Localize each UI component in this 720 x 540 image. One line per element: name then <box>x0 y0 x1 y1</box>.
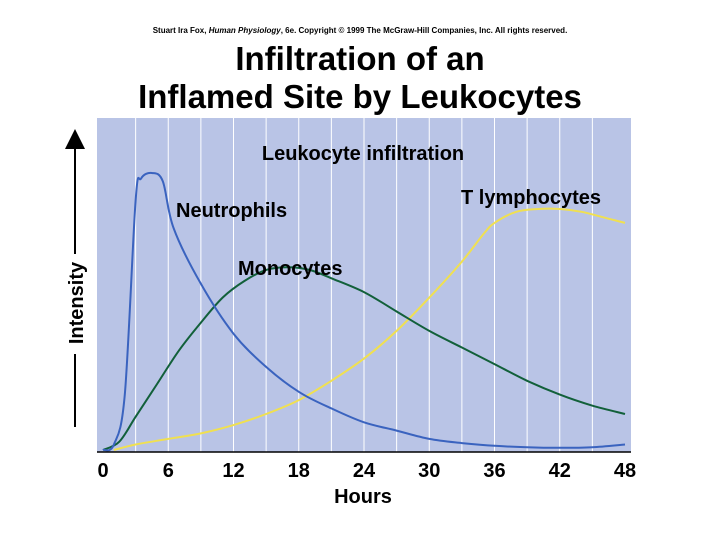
x-tick-label: 48 <box>614 460 636 482</box>
label-t-lymphocytes: T lymphocytes <box>461 187 601 209</box>
series-lines <box>102 171 626 452</box>
label-neutrophils: Neutrophils <box>176 200 287 222</box>
series-line-monocytes <box>102 266 626 451</box>
x-tick-label: 36 <box>483 460 505 482</box>
copyright-rest: , 6e. Copyright © 1999 The McGraw-Hill C… <box>280 26 568 35</box>
series-line-neutrophils <box>102 171 626 452</box>
copyright-book: Human Physiology <box>208 26 281 35</box>
x-tick-labels: 0 6 12 18 24 30 36 42 48 <box>97 460 636 482</box>
label-monocytes: Monocytes <box>238 258 342 280</box>
copyright-author: Stuart Ira Fox, <box>152 26 209 35</box>
x-tick-label: 30 <box>418 460 440 482</box>
chart-title: Leukocyte infiltration <box>262 143 464 165</box>
y-axis-label-backdrop <box>64 254 86 354</box>
x-tick-label: 24 <box>353 460 376 482</box>
y-axis-label: Intensity <box>66 261 88 344</box>
title-line-1: Infiltration of an <box>235 40 485 77</box>
x-tick-label: 12 <box>222 460 244 482</box>
x-tick-label: 42 <box>549 460 571 482</box>
x-tick-label: 6 <box>163 460 174 482</box>
x-tick-label: 0 <box>97 460 108 482</box>
title-line-2: Inflamed Site by Leukocytes <box>138 78 582 115</box>
series-line-t-lymphocytes <box>113 207 626 451</box>
x-axis-label: Hours <box>334 486 392 508</box>
copyright-notice: Stuart Ira Fox, Human Physiology, 6e. Co… <box>0 26 720 35</box>
x-tick-label: 18 <box>288 460 310 482</box>
